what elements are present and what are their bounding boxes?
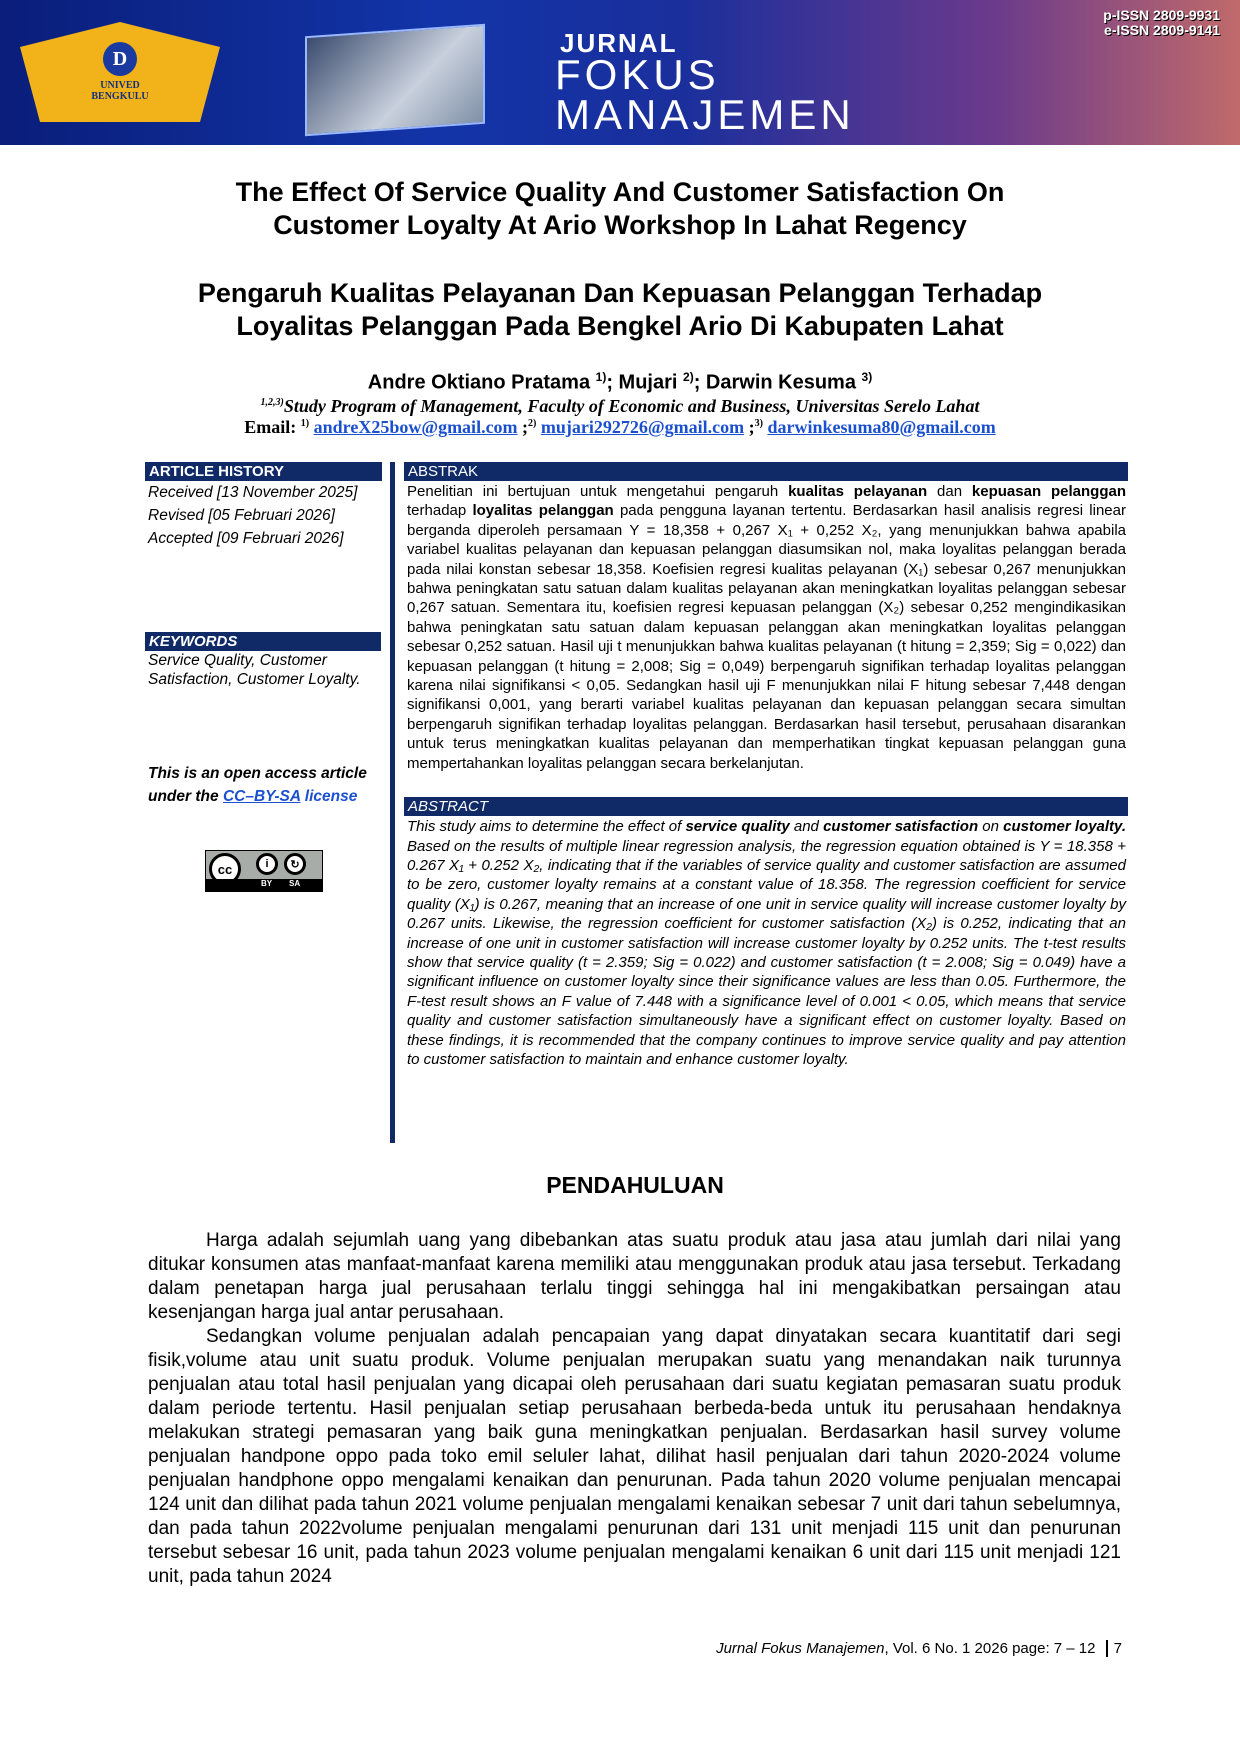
abstract-section: ABSTRAK Penelitian ini bertujuan untuk m… <box>404 462 1128 1069</box>
revised-date: Revised [05 Februari 2026] <box>148 507 335 524</box>
abstrak-header: ABSTRAK <box>404 462 1128 481</box>
abstract-text: This study aims to determine the effect … <box>407 818 1126 1068</box>
abstract-header: ABSTRACT <box>404 797 1128 817</box>
page-footer: Jurnal Fokus Manajemen, Vol. 6 No. 1 202… <box>716 1640 1122 1657</box>
body-text: Harga adalah sejumlah uang yang dibebank… <box>148 1229 1121 1589</box>
by-icon: i <box>256 853 278 875</box>
license-link[interactable]: CC–BY-SA <box>222 788 301 805</box>
email-link-2[interactable]: mujari292726@gmail.com <box>540 417 745 437</box>
keywords-header: KEYWORDS <box>145 632 381 651</box>
affiliation: 1,2,3)Study Program of Management, Facul… <box>260 396 980 416</box>
history-header: ARTICLE HISTORY <box>145 462 382 481</box>
issn: p-ISSN 2809-9931 e-ISSN 2809-9141 <box>1103 7 1220 38</box>
cc-by-sa-badge[interactable]: cc i ↻ BY SA <box>205 850 323 892</box>
abstract-divider <box>390 462 395 1143</box>
keywords-text: Service Quality, Customer Satisfaction, … <box>148 652 361 688</box>
banner-photo <box>305 23 485 137</box>
sa-icon: ↻ <box>284 853 306 875</box>
paragraph: Sedangkan volume penjualan adalah pencap… <box>148 1326 1121 1587</box>
abstrak-text: Penelitian ini bertujuan untuk mengetahu… <box>407 483 1126 772</box>
journal-name: FOKUS MANAJEMEN <box>555 51 855 138</box>
title-indonesian: Pengaruh Kualitas Pelayanan Dan Kepuasan… <box>197 278 1043 341</box>
page-number: 7 <box>1113 1640 1122 1657</box>
accepted-date: Accepted [09 Februari 2026] <box>148 530 344 547</box>
university-logo: D UNIVED BENGKULU <box>20 22 220 122</box>
journal-banner: D UNIVED BENGKULU JURNAL FOKUS MANAJEMEN p-… <box>0 0 1240 145</box>
article-sidebar: ARTICLE HISTORY Received [13 November 20… <box>145 462 382 808</box>
journal-label: JURNAL <box>560 28 678 58</box>
authors: Andre Oktiano Pratama 1); Mujari 2); Dar… <box>367 370 873 394</box>
section-title: PENDAHULUAN <box>546 1172 724 1198</box>
license-text: This is an open access article under the… <box>148 765 367 805</box>
title-english: The Effect Of Service Quality And Custom… <box>235 177 1005 240</box>
email-link-1[interactable]: andreX25bow@gmail.com <box>313 417 518 437</box>
email-link-3[interactable]: darwinkesuma80@gmail.com <box>767 417 996 437</box>
received-date: Received [13 November 2025] <box>148 484 358 501</box>
paragraph: Harga adalah sejumlah uang yang dibebank… <box>148 1230 1121 1323</box>
emails: Email: 1) andreX25bow@gmail.com ;2) muja… <box>244 417 996 437</box>
